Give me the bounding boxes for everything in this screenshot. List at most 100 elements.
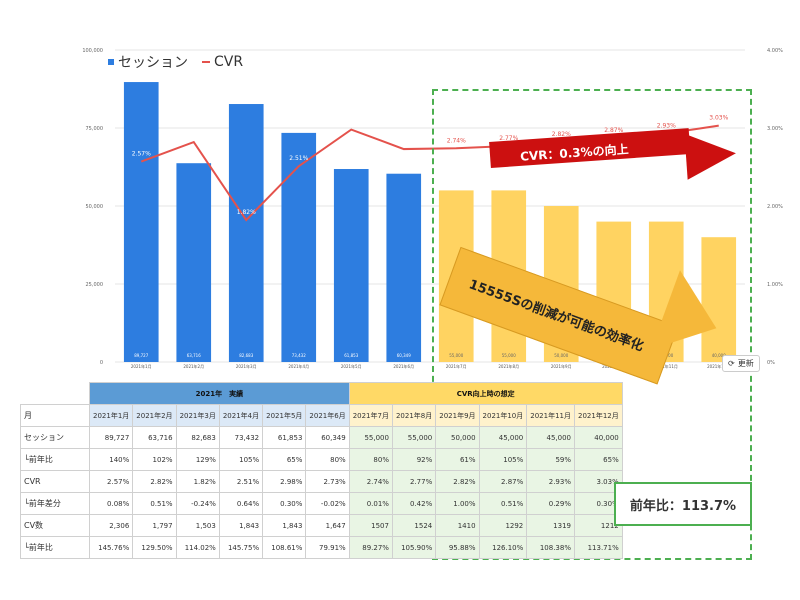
- table-cell: 1.82%: [175, 470, 220, 493]
- cvr-callout-arrow: CVR：0.3%の向上: [489, 128, 750, 180]
- table-cell: 113.71%: [574, 536, 623, 559]
- table-cell: 79.91%: [305, 536, 350, 559]
- bar: [386, 173, 422, 362]
- bar: [228, 104, 264, 362]
- table-cell: 80%: [348, 448, 393, 471]
- x-tick-label: 2021年6月: [393, 363, 414, 369]
- table-row: └前年差分 0.08% 0.51% -0.24% 0.64% 0.30% -0.02% 0.0…: [20, 492, 623, 515]
- table-cell: 1,843: [262, 514, 307, 537]
- cvr-value-label: 2.73%: [394, 138, 413, 145]
- table-cell: 2.82%: [435, 470, 480, 493]
- table-cell: 1,647: [305, 514, 350, 537]
- legend-line-icon: [202, 61, 210, 63]
- table-cell: 108.61%: [262, 536, 307, 559]
- group-estimate-header: CVR向上時の想定: [348, 382, 623, 405]
- cvr-value-label: 2.82%: [184, 131, 203, 138]
- month-header-label: 月: [20, 404, 90, 427]
- table-cell: 2.51%: [218, 470, 264, 493]
- table-cell: 61,853: [262, 426, 307, 449]
- arrow-right-icon: [684, 130, 738, 180]
- bar-value-label: 55,000: [502, 353, 516, 358]
- table-cell: 0.30%: [262, 492, 307, 515]
- table-cell: 95.88%: [435, 536, 480, 559]
- y-axis-left: 0 25,000 50,000 75,000 100,000: [82, 48, 103, 366]
- table-cell: 2.57%: [88, 470, 134, 493]
- table-cell: 2,306: [88, 514, 134, 537]
- y-left-tick-label: 75,000: [86, 126, 104, 132]
- table-cell: 129.50%: [132, 536, 177, 559]
- table-cell: 55,000: [348, 426, 393, 449]
- bar: [333, 169, 369, 362]
- refresh-button[interactable]: ⟳ 更新: [722, 355, 760, 372]
- x-tick-label: 2021年4月: [288, 363, 309, 369]
- session-bars: [123, 82, 737, 362]
- table-cell: 1507: [348, 514, 393, 537]
- table-cell: 89.27%: [348, 536, 393, 559]
- bar-value-label: 50,000: [554, 353, 568, 358]
- table-cell: 105%: [478, 448, 528, 471]
- month-header-cell: 2021年1月: [88, 404, 134, 427]
- x-tick-label: 2021年1月: [131, 363, 152, 369]
- cvr-value-label: 2.93%: [657, 122, 676, 129]
- table-cell: 55,000: [391, 426, 437, 449]
- month-header-cell: 2021年9月: [435, 404, 480, 427]
- month-header-row: 月 2021年1月 2021年2月 2021年3月 2021年4月 2021年5月 202…: [20, 404, 623, 427]
- month-header-cell: 2021年10月: [478, 404, 528, 427]
- y-right-tick-label: 2.00%: [767, 204, 783, 210]
- table-cell: 1524: [391, 514, 437, 537]
- table-cell: 140%: [88, 448, 134, 471]
- month-header-cell: 2021年3月: [175, 404, 220, 427]
- table-cell: 2.73%: [305, 470, 350, 493]
- table-cell: 145.75%: [218, 536, 264, 559]
- table-cell: 114.02%: [175, 536, 220, 559]
- table-cell: 92%: [391, 448, 437, 471]
- row-label: CVR: [20, 470, 90, 493]
- y-left-tick-label: 0: [100, 360, 103, 366]
- y-axis-right: 0% 1.00% 2.00% 3.00% 4.00%: [767, 48, 783, 366]
- table-cell: 1,843: [218, 514, 264, 537]
- month-header-cell: 2021年8月: [391, 404, 437, 427]
- table-cell: 2.82%: [132, 470, 177, 493]
- y-right-tick-label: 0%: [767, 360, 775, 366]
- data-table: 2021年 実績 CVR向上時の想定 月 2021年1月 2021年2月 2021年…: [20, 382, 623, 559]
- bar: [123, 82, 159, 362]
- bar: [176, 163, 212, 362]
- chart-legend: セッション CVR: [108, 52, 243, 72]
- table-row: CVR 2.57% 2.82% 1.82% 2.51% 2.98% 2.73% 2.74% 2.…: [20, 470, 623, 493]
- table-cell: 102%: [132, 448, 177, 471]
- table-cell: 89,727: [88, 426, 134, 449]
- y-right-tick-label: 3.00%: [767, 126, 783, 132]
- table-cell: 1292: [478, 514, 528, 537]
- table-cell: 60,349: [305, 426, 350, 449]
- table-cell: 0.42%: [391, 492, 437, 515]
- row-label: └前年差分: [20, 492, 90, 515]
- legend-item-session: セッション: [108, 52, 188, 72]
- table-cell: 105%: [218, 448, 264, 471]
- cvr-labels: 2.57% 2.82% 1.82% 2.51% 2.98% 2.73% 2.74% 2.77%…: [132, 115, 729, 216]
- bar-value-label: 55,000: [449, 353, 463, 358]
- table-cell: 59%: [526, 448, 575, 471]
- bar-value-label: 40,000: [712, 353, 726, 358]
- table-cell: 2.77%: [391, 470, 437, 493]
- row-label: └前年比: [20, 448, 90, 471]
- x-tick-label: 2021年7月: [446, 363, 467, 369]
- cvr-value-label: 2.51%: [289, 155, 308, 162]
- table-cell: 0.64%: [218, 492, 264, 515]
- table-cell: 2.87%: [478, 470, 528, 493]
- table-cell: 1.00%: [435, 492, 480, 515]
- month-header-cell: 2021年5月: [262, 404, 307, 427]
- month-header-cell: 2021年7月: [348, 404, 393, 427]
- x-tick-label: 2021年5月: [341, 363, 362, 369]
- cvr-value-label: 2.87%: [604, 127, 623, 134]
- cvr-value-label: 2.82%: [552, 131, 571, 138]
- table-cell: 2.93%: [526, 470, 575, 493]
- legend-label-cvr: CVR: [214, 54, 244, 70]
- x-tick-label: 2021年3月: [236, 363, 257, 369]
- table-row: └前年比 145.76% 129.50% 114.02% 145.75% 108.61% 7…: [20, 536, 623, 559]
- table-cell: 65%: [262, 448, 307, 471]
- y-left-tick-label: 25,000: [86, 282, 104, 288]
- table-row: CV数 2,306 1,797 1,503 1,843 1,843 1,647 1507 152…: [20, 514, 623, 537]
- row-label: └前年比: [20, 536, 90, 559]
- y-right-tick-label: 1.00%: [767, 282, 783, 288]
- bar-value-label: 60,349: [397, 353, 411, 358]
